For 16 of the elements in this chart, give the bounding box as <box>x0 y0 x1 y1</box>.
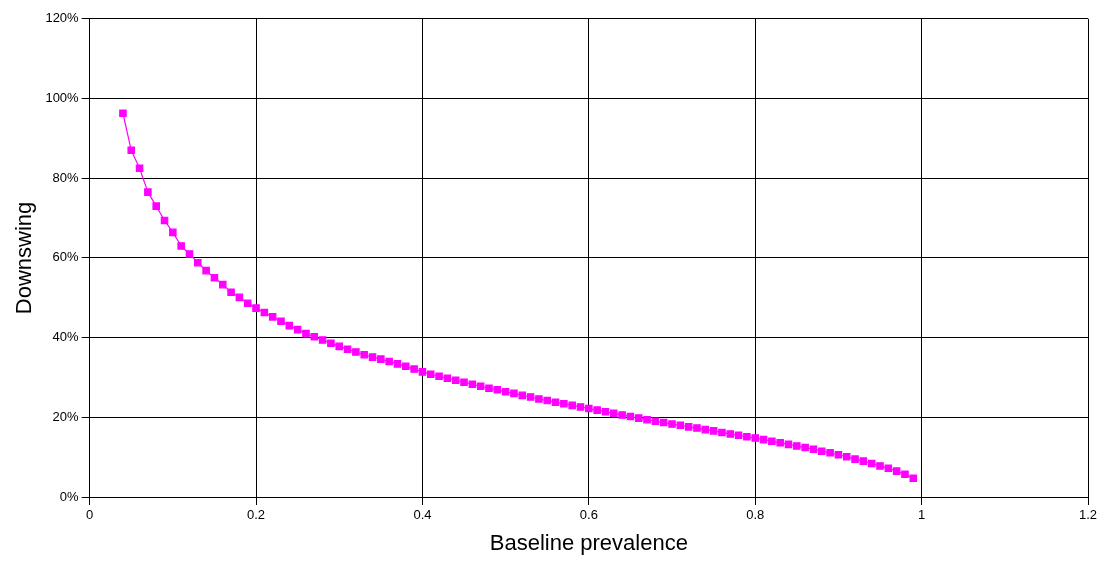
y-tick-label: 80% <box>52 169 80 185</box>
x-tick-label: 1.2 <box>1078 507 1098 523</box>
x-tick-label: 1 <box>917 507 926 523</box>
x-tick-label: 0.8 <box>746 507 765 523</box>
y-tick-label: 40% <box>52 329 80 345</box>
x-tick-label: 0.4 <box>413 507 432 523</box>
y-tick-label: 0% <box>59 488 80 504</box>
y-tick-label: 100% <box>45 90 80 106</box>
y-tick-label: 120% <box>45 10 80 26</box>
y-tick-label: 60% <box>52 249 80 265</box>
x-tick-label: 0.2 <box>247 507 266 523</box>
y-axis-title: Downswing <box>11 201 37 315</box>
x-axis-title: Baseline prevalence <box>489 529 688 555</box>
x-tick-label: 0 <box>86 507 94 523</box>
x-tick-label: 0.6 <box>579 507 598 523</box>
y-tick-label: 20% <box>52 408 80 424</box>
